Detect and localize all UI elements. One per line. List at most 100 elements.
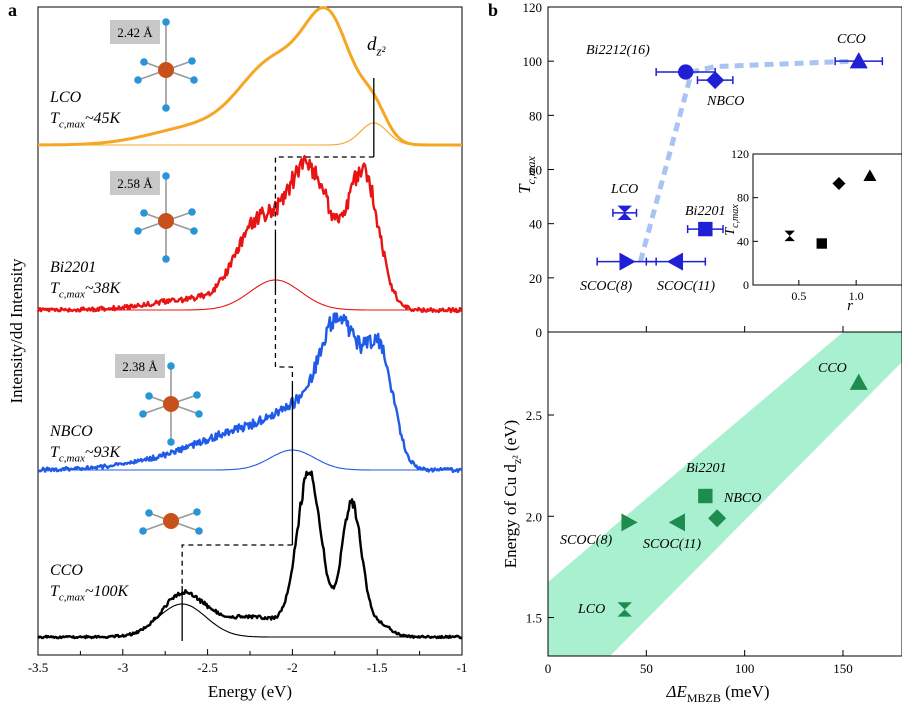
bond-length-box xyxy=(110,171,160,195)
oxygen-atom xyxy=(139,410,147,418)
dz2-link-NBCO-CCO xyxy=(181,544,293,586)
inset-point xyxy=(832,176,846,190)
spectrum-NBCO xyxy=(37,312,463,474)
fit-CCO xyxy=(38,603,462,638)
oxygen-atom xyxy=(188,57,196,65)
oxygen-atom xyxy=(162,18,170,26)
top-y-tick-label: 80 xyxy=(529,108,542,123)
oxygen-atom xyxy=(134,227,142,235)
inset-y-tick-label: 80 xyxy=(737,191,749,205)
bottom-point-Bi2201 xyxy=(698,488,713,504)
oxygen-atom xyxy=(162,255,170,263)
bottom-point-label: CCO xyxy=(818,361,847,376)
inset-point xyxy=(784,230,795,242)
tc-label-NBCO: Tc,max~93K xyxy=(50,444,122,464)
bottom-point-NBCO xyxy=(708,509,727,528)
bottom-point-LCO xyxy=(617,602,632,617)
material-label-LCO: LCO xyxy=(49,89,82,106)
bond-length-label: 2.38 Å xyxy=(122,359,158,374)
top-y-tick-label: 120 xyxy=(523,0,543,15)
inset-point xyxy=(863,169,877,182)
panel-b-band xyxy=(548,332,902,656)
panel-a-label: a xyxy=(8,0,17,20)
top-point-label: LCO xyxy=(610,182,638,197)
bottom-point-label: SCOC(8) xyxy=(560,533,612,548)
bottom-y-tick-label: 2.0 xyxy=(526,509,542,524)
panel-b-inset: 0 40 80 120 0.5 1.0r Tc,max xyxy=(723,147,902,314)
bottom-x-tick-label: 50 xyxy=(640,661,653,676)
bond-length-label: 2.42 Å xyxy=(117,25,153,40)
x-tick-label: -3.5 xyxy=(28,660,49,675)
material-label-NBCO: NBCO xyxy=(49,423,93,440)
spectrum-Bi2201 xyxy=(36,154,463,314)
x-tick-label: -1 xyxy=(457,660,468,675)
dz2-link-LCO-Bi2201 xyxy=(274,156,374,232)
oxygen-atom xyxy=(162,104,170,112)
point-LCO xyxy=(617,205,632,221)
oxygen-atom xyxy=(188,208,196,216)
x-tick-label: -2.5 xyxy=(197,660,218,675)
copper-atom xyxy=(158,62,174,78)
top-point-label: SCOC(11) xyxy=(657,279,715,294)
trend-band xyxy=(548,332,902,656)
trend-line xyxy=(637,58,853,263)
bottom-xlabel: ΔEMBZB (meV) xyxy=(665,682,769,705)
oxygen-atom xyxy=(145,392,153,400)
point-SCOC(11) xyxy=(666,252,684,271)
oxygen-atom xyxy=(193,508,201,516)
oxygen-atom xyxy=(140,209,148,217)
bottom-point-SCOC(11) xyxy=(668,513,685,532)
inset-x-tick-label: 1.0 xyxy=(849,289,864,303)
material-label-Bi2201: Bi2201 xyxy=(50,259,96,276)
x-tick-label: -1.5 xyxy=(367,660,388,675)
inset-y-tick-label: 120 xyxy=(731,147,749,161)
panel-a-text: LCO Tc,max~45K Bi2201 Tc,max~38K NBCO Tc,max~… xyxy=(49,34,387,603)
oxygen-atom xyxy=(139,527,147,535)
bottom-y-tick-label: 2.5 xyxy=(526,408,542,423)
point-Bi2212(16) xyxy=(678,64,694,80)
inset-xlabel: r xyxy=(847,298,853,314)
panel-b-ticks: 0 20 40 60 80 100 120 1.5 2.0 2.5 0 50 100 150 xyxy=(523,0,853,676)
panel-a-curves xyxy=(36,6,463,640)
bottom-point-label: NBCO xyxy=(723,491,761,506)
x-tick-label: -3 xyxy=(117,660,128,675)
panel-a-frame xyxy=(37,6,463,656)
top-point-label: Bi2212(16) xyxy=(586,43,650,58)
copper-atom xyxy=(158,213,174,229)
copper-atom xyxy=(163,513,179,529)
dz2-link-Bi2201-NBCO xyxy=(274,290,294,385)
oxygen-atom xyxy=(167,362,175,370)
inset-y-tick-label: 40 xyxy=(737,234,749,248)
tc-label-LCO: Tc,max~45K xyxy=(50,110,122,130)
panel-b-top-plot xyxy=(596,52,884,271)
top-ylabel: Tc,max xyxy=(515,155,538,193)
top-point-label: Bi2201 xyxy=(685,204,725,219)
oxygen-atom xyxy=(195,527,203,535)
bottom-point-CCO xyxy=(849,373,868,390)
inset-ylabel: Tc,max xyxy=(723,204,741,236)
bottom-point-label: LCO xyxy=(577,602,605,617)
panel-a-ylabel: Intensity/dd Intensity xyxy=(7,258,26,403)
top-y-tick-label: 20 xyxy=(529,271,542,286)
point-SCOC(8) xyxy=(619,252,636,271)
oxygen-atom xyxy=(193,391,201,399)
top-point-label: CCO xyxy=(837,32,866,47)
top-y-tick-label: 60 xyxy=(529,163,542,178)
bond-length-box xyxy=(110,20,160,44)
bottom-ylabel: Energy of Cu dz² (eV) xyxy=(501,420,524,568)
fit-Bi2201 xyxy=(38,279,462,311)
bond-length-box xyxy=(115,354,165,378)
point-Bi2201 xyxy=(698,221,713,237)
copper-atom xyxy=(163,396,179,412)
panel-a-xlabel: Energy (eV) xyxy=(208,682,292,701)
bottom-point-label: SCOC(11) xyxy=(643,537,701,552)
spectrum-LCO xyxy=(37,6,463,147)
oxygen-atom xyxy=(190,76,198,84)
top-point-label: NBCO xyxy=(706,94,744,109)
bond-length-label: 2.58 Å xyxy=(117,176,153,191)
bottom-x-tick-label: 150 xyxy=(833,661,853,676)
oxygen-atom xyxy=(162,172,170,180)
top-y-tick-label: 0 xyxy=(536,325,543,340)
panel-b: b 0 20 40 60 80 100 120 1.5 2.0 2.5 0 50 100 150 0 40 8… xyxy=(488,0,902,705)
